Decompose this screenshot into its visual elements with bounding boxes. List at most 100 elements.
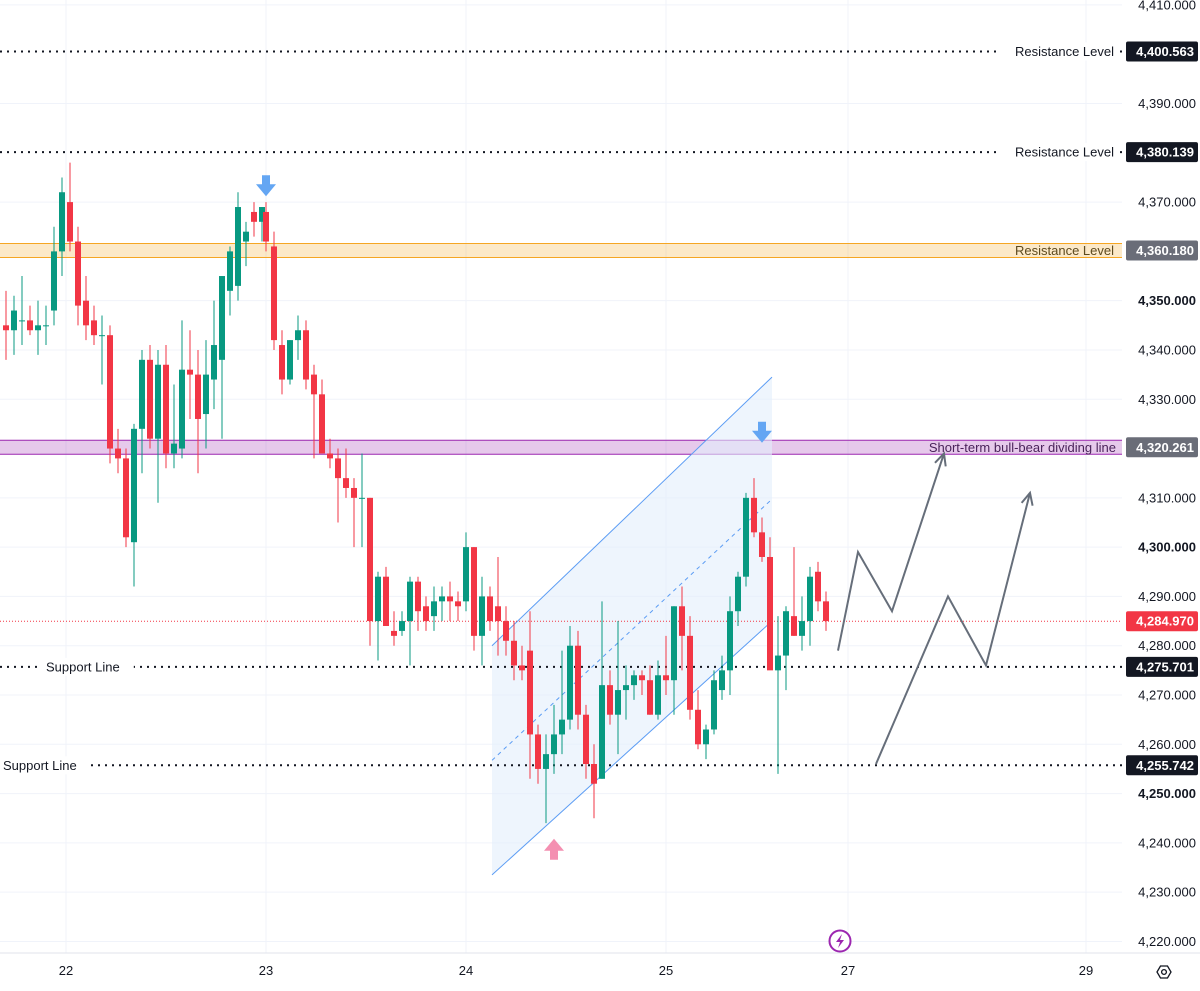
candle xyxy=(543,734,549,824)
up-arrow-icon xyxy=(544,838,564,860)
candle-body xyxy=(59,192,65,252)
candle-body xyxy=(703,729,709,745)
candle-body xyxy=(455,601,461,607)
candle xyxy=(303,320,309,390)
candle xyxy=(99,315,105,385)
candle xyxy=(479,576,485,666)
level-label: Short-term bull-bear dividing line xyxy=(929,440,1116,455)
replay-icon[interactable] xyxy=(828,929,852,953)
level-label-bg xyxy=(997,42,1118,61)
x-tick-label: 22 xyxy=(59,963,73,978)
y-tick-label: 4,350.000 xyxy=(1138,293,1196,308)
y-tick-label: 4,300.000 xyxy=(1138,540,1196,555)
candle-body xyxy=(295,330,301,341)
candle-body xyxy=(823,601,829,622)
candle-body xyxy=(99,335,105,337)
x-tick-label: 23 xyxy=(259,963,273,978)
projected-path xyxy=(875,492,1031,765)
candle-body xyxy=(783,611,789,656)
candle xyxy=(423,596,429,631)
candle-body xyxy=(551,734,557,755)
candle xyxy=(335,448,341,523)
candle xyxy=(719,655,725,700)
candle xyxy=(623,665,629,720)
candle-body xyxy=(663,675,669,681)
candle-body xyxy=(575,645,581,715)
candle xyxy=(695,690,701,750)
candle-body xyxy=(495,606,501,622)
level-zones xyxy=(0,243,1122,455)
candle xyxy=(131,423,137,587)
level-label: Resistance Level xyxy=(1015,145,1114,160)
candle-body xyxy=(147,359,153,439)
candle-body xyxy=(35,325,41,331)
price-badge xyxy=(1126,142,1198,163)
candle-body xyxy=(423,606,429,622)
price-badge-label: 4,275.701 xyxy=(1136,659,1194,674)
candle-body xyxy=(271,246,277,341)
candle-body xyxy=(711,680,717,730)
y-tick-label: 4,390.000 xyxy=(1138,96,1196,111)
candle-body xyxy=(607,685,613,715)
candle xyxy=(711,670,717,735)
y-tick-label: 4,280.000 xyxy=(1138,638,1196,653)
candle xyxy=(383,566,389,626)
candle-body xyxy=(123,458,129,538)
horizontal-levels xyxy=(0,50,1122,767)
candle xyxy=(263,202,269,252)
candle-body xyxy=(43,325,49,327)
candle-body xyxy=(279,345,285,380)
candle xyxy=(671,606,677,715)
price-badge xyxy=(1126,755,1198,776)
candle-body xyxy=(391,630,397,636)
candle xyxy=(123,448,129,548)
candle-body xyxy=(743,497,749,577)
price-badges: 4,400.563 4,380.139 4,360.180 4,320.261 4,28… xyxy=(1126,41,1198,776)
candle-body xyxy=(655,675,661,715)
candle-body xyxy=(623,685,629,691)
candle xyxy=(415,576,421,631)
candle-body xyxy=(287,340,293,380)
candle xyxy=(327,438,333,469)
candle xyxy=(759,517,765,562)
candle-body xyxy=(471,547,477,636)
price-badge-label: 4,360.180 xyxy=(1136,243,1194,258)
candle xyxy=(767,537,773,671)
candle xyxy=(631,670,637,700)
candle xyxy=(551,704,557,774)
candle-body xyxy=(615,690,621,715)
candle xyxy=(799,596,805,651)
settings-icon[interactable] xyxy=(1156,965,1172,979)
candle-body xyxy=(567,645,573,720)
candle xyxy=(91,305,97,346)
candle-body xyxy=(235,207,241,286)
candle xyxy=(791,547,797,636)
candle xyxy=(463,532,469,612)
arrow-head-icon xyxy=(934,451,947,467)
candle xyxy=(319,379,325,454)
candle xyxy=(211,300,217,410)
x-tick-label: 27 xyxy=(841,963,855,978)
candle xyxy=(359,453,365,548)
y-axis: 4,410.000 4,390.000 4,370.000 4,350.000 4,34… xyxy=(1122,0,1200,986)
candle xyxy=(11,295,17,355)
candle xyxy=(179,320,185,459)
candle-body xyxy=(11,310,17,331)
candle xyxy=(271,231,277,350)
lightning-icon xyxy=(836,934,844,948)
candle-body xyxy=(431,601,437,617)
candle xyxy=(171,384,177,469)
candle xyxy=(455,591,461,622)
settings-icon-center xyxy=(1160,968,1168,976)
candle xyxy=(615,621,621,755)
candle xyxy=(35,300,41,355)
candle xyxy=(639,670,645,695)
x-axis: 22 23 24 25 27 29 xyxy=(0,952,1200,986)
arrow-head-icon xyxy=(1020,490,1034,506)
candle-body xyxy=(447,596,453,602)
x-tick-label: 25 xyxy=(659,963,673,978)
candle xyxy=(511,621,517,681)
candle-body xyxy=(631,675,637,686)
